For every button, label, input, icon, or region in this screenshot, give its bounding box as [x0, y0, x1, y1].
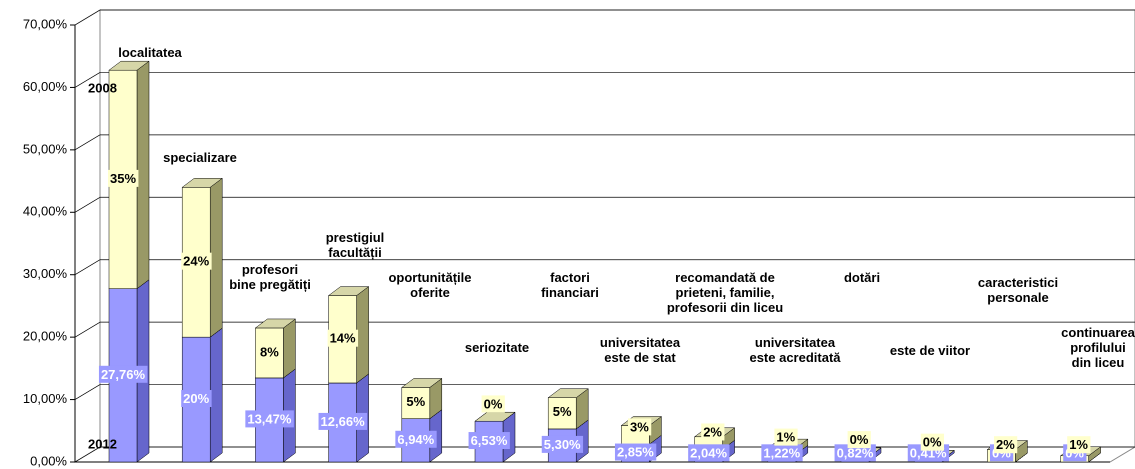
- value-label-box: [404, 392, 428, 410]
- y-tick-label: 0,00%: [30, 453, 67, 468]
- series-label: 2008: [88, 80, 117, 95]
- category-label: prestigiul facultății: [325, 230, 385, 260]
- y-tick-label: 50,00%: [23, 141, 68, 156]
- category-label: caracteristici personale: [977, 275, 1059, 305]
- series-label: 2012: [88, 436, 117, 451]
- value-label: 5,30%: [544, 437, 581, 452]
- value-label: 1%: [776, 430, 795, 445]
- bar-top: [547, 388, 589, 398]
- bar-top: [108, 60, 150, 71]
- bar-side: [283, 318, 296, 379]
- value-label-box: [701, 423, 725, 441]
- value-label-box: [395, 430, 437, 448]
- value-label-box: [327, 329, 359, 347]
- value-label: 8%: [260, 344, 279, 359]
- bar-side: [136, 60, 150, 290]
- grid-line: [74, 446, 101, 463]
- value-label-box: [688, 444, 730, 462]
- value-label: 5%: [406, 394, 425, 409]
- bar-side: [209, 177, 223, 338]
- bar-side: [356, 286, 369, 384]
- category-label: universitatea este acreditată: [749, 335, 841, 365]
- value-label: 0%: [850, 432, 869, 447]
- category-label: specializare: [163, 150, 237, 165]
- grid-line: [74, 384, 101, 400]
- y-tick-label: 40,00%: [23, 204, 68, 219]
- value-label: 0,82%: [837, 445, 874, 460]
- grid-line: [74, 9, 101, 26]
- value-label-box: [181, 390, 212, 408]
- value-label: 0%: [923, 435, 942, 450]
- category-label: seriozitate: [464, 340, 530, 355]
- grid-line: [74, 72, 101, 88]
- grid-line: [74, 321, 101, 338]
- value-label: 2%: [996, 437, 1015, 452]
- value-label: 12,66%: [321, 414, 366, 429]
- category-label: factori financiari: [541, 270, 599, 300]
- value-label: 13,47%: [247, 411, 292, 426]
- category-label: este de viitor: [889, 343, 971, 358]
- category-label: universitatea este de stat: [599, 335, 681, 365]
- value-label: 2,04%: [690, 445, 727, 460]
- value-label: 5%: [553, 404, 572, 419]
- category-label: dotări: [843, 270, 881, 285]
- y-tick-label: 20,00%: [23, 329, 68, 344]
- value-label: 35%: [110, 171, 136, 186]
- value-label: 27,76%: [101, 367, 146, 382]
- value-label-box: [318, 412, 368, 430]
- bar-side: [209, 327, 223, 463]
- value-label-box: [468, 432, 510, 450]
- value-label: 2%: [703, 424, 722, 439]
- value-label-box: [847, 431, 871, 449]
- bar-top: [401, 378, 443, 388]
- value-label-box: [258, 343, 282, 361]
- floor: [73, 446, 1135, 463]
- y-tick-label: 30,00%: [23, 266, 68, 281]
- category-label: recomandată de prieteni, familie, profes…: [666, 270, 784, 315]
- category-label: continuarea profilului din liceu: [1061, 325, 1135, 370]
- value-label: 1,22%: [763, 445, 800, 460]
- bar-top: [254, 318, 297, 329]
- grid-line: [74, 134, 101, 151]
- value-label-box: [245, 410, 294, 428]
- category-label: profesori bine pregătiți: [229, 262, 311, 292]
- bar-top: [181, 178, 223, 188]
- bar-top: [474, 411, 516, 422]
- value-label-box: [614, 443, 657, 461]
- bar-top: [327, 286, 370, 296]
- value-label-box: [994, 436, 1018, 454]
- value-label-box: [181, 252, 212, 270]
- value-label-box: [774, 428, 798, 446]
- value-label: 3%: [630, 419, 649, 434]
- grid-line: [74, 259, 101, 276]
- value-label-box: [98, 365, 148, 383]
- value-label-box: [107, 169, 139, 187]
- grid-line: [74, 196, 101, 213]
- value-label-box: [541, 435, 584, 453]
- category-label: oportunitățile oferite: [388, 270, 472, 300]
- y-tick-label: 60,00%: [23, 79, 68, 94]
- value-label-box: [761, 444, 803, 462]
- y-tick-label: 70,00%: [23, 16, 68, 31]
- value-label: 6,53%: [471, 433, 508, 448]
- value-label-box: [481, 395, 505, 413]
- side-wall: [74, 9, 101, 463]
- y-tick-label: 10,00%: [23, 391, 68, 406]
- value-label: 24%: [183, 254, 209, 269]
- category-label: localitatea: [118, 45, 182, 60]
- value-label-box: [920, 433, 945, 451]
- value-label-box: [834, 444, 876, 462]
- value-label: 20%: [183, 391, 209, 406]
- value-label-box: [628, 418, 652, 436]
- value-label: 6,94%: [397, 432, 434, 447]
- value-label: 0%: [484, 396, 503, 411]
- value-label-box: [550, 403, 575, 421]
- value-label: 14%: [330, 331, 356, 346]
- value-label: 1%: [1069, 437, 1088, 452]
- value-label: 2,85%: [617, 445, 654, 460]
- value-label-box: [1067, 436, 1091, 454]
